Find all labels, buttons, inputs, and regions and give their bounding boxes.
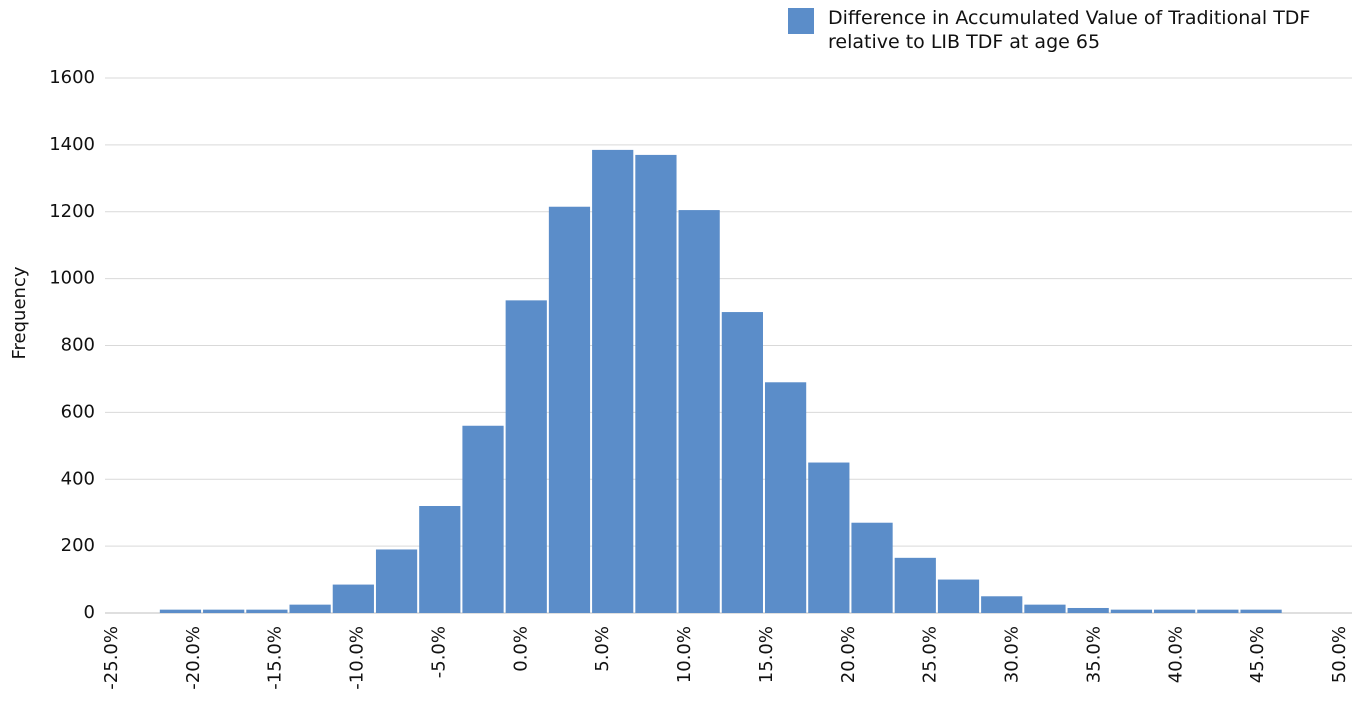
- y-tick-label: 400: [61, 468, 95, 489]
- bar: [894, 557, 936, 613]
- bar: [937, 579, 980, 613]
- y-tick-label: 1600: [49, 67, 95, 88]
- x-tick-label: 0.0%: [510, 626, 531, 672]
- x-tick-label: -15.0%: [265, 626, 286, 690]
- bar: [332, 584, 374, 613]
- bar: [462, 425, 504, 613]
- bar: [419, 506, 461, 613]
- bar: [635, 154, 677, 613]
- x-tick-label: 30.0%: [1002, 626, 1023, 683]
- x-tick-label: 20.0%: [838, 626, 859, 683]
- x-tick-label: -10.0%: [347, 626, 368, 690]
- bar: [505, 300, 547, 613]
- y-tick-label: 0: [84, 602, 95, 623]
- x-tick-label: 35.0%: [1083, 626, 1104, 683]
- bar: [678, 210, 720, 613]
- bar: [1024, 604, 1066, 613]
- bar: [1197, 609, 1239, 613]
- legend: Difference in Accumulated Value of Tradi…: [788, 6, 1358, 54]
- bar: [851, 522, 893, 613]
- legend-label: Difference in Accumulated Value of Tradi…: [828, 7, 1311, 53]
- bar: [981, 596, 1023, 613]
- x-tick-label: -20.0%: [183, 626, 204, 690]
- legend-swatch: [788, 8, 814, 34]
- x-tick-label: 15.0%: [756, 626, 777, 683]
- y-tick-label: 600: [61, 401, 95, 422]
- bar: [1110, 609, 1153, 613]
- y-axis-label: Frequency: [9, 266, 30, 359]
- bar: [808, 462, 850, 613]
- bar: [1067, 607, 1109, 613]
- y-tick-label: 1200: [49, 201, 95, 222]
- x-tick-label: 45.0%: [1247, 626, 1268, 683]
- x-tick-label: 25.0%: [920, 626, 941, 683]
- x-tick-label: 40.0%: [1165, 626, 1186, 683]
- bar: [289, 604, 331, 613]
- x-tick-label: -25.0%: [101, 626, 122, 690]
- y-tick-label: 1400: [49, 134, 95, 155]
- bar: [159, 609, 202, 613]
- bar: [548, 206, 591, 613]
- bar: [203, 609, 245, 613]
- x-tick-label: 5.0%: [592, 626, 613, 672]
- x-tick-label: 50.0%: [1329, 626, 1350, 683]
- bar: [1240, 609, 1282, 613]
- y-tick-label: 800: [61, 335, 95, 356]
- y-tick-label: 200: [61, 535, 95, 556]
- bar: [375, 549, 418, 613]
- bar: [246, 609, 288, 613]
- bar: [592, 149, 634, 613]
- bar: [1154, 609, 1196, 613]
- bar: [721, 312, 763, 613]
- y-tick-label: 1000: [49, 268, 95, 289]
- x-tick-label: 10.0%: [674, 626, 695, 683]
- bar: [764, 382, 807, 613]
- x-tick-label: -5.0%: [428, 626, 449, 678]
